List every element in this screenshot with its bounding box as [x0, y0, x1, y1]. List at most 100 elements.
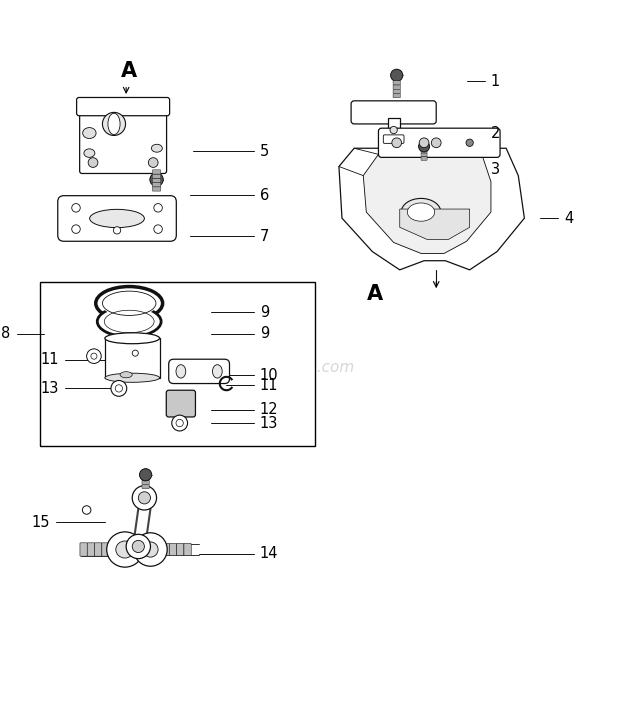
FancyBboxPatch shape — [383, 135, 404, 143]
Circle shape — [172, 415, 188, 431]
Circle shape — [132, 350, 138, 356]
FancyBboxPatch shape — [153, 183, 161, 187]
Ellipse shape — [407, 203, 435, 221]
Ellipse shape — [107, 532, 143, 567]
FancyBboxPatch shape — [94, 543, 102, 556]
Text: 4: 4 — [564, 211, 573, 226]
Text: 6: 6 — [260, 188, 269, 203]
Ellipse shape — [108, 113, 120, 135]
FancyBboxPatch shape — [58, 195, 176, 241]
FancyBboxPatch shape — [162, 543, 169, 556]
Circle shape — [82, 505, 91, 514]
Text: 11: 11 — [41, 352, 60, 367]
Text: 3: 3 — [491, 162, 500, 177]
Circle shape — [115, 384, 123, 392]
Ellipse shape — [90, 209, 144, 228]
Ellipse shape — [116, 541, 134, 558]
Circle shape — [418, 141, 430, 152]
FancyBboxPatch shape — [393, 90, 401, 94]
FancyBboxPatch shape — [153, 178, 161, 183]
FancyBboxPatch shape — [77, 97, 170, 116]
Ellipse shape — [102, 291, 156, 316]
FancyBboxPatch shape — [169, 359, 229, 384]
Bar — [40, 282, 314, 446]
Polygon shape — [339, 148, 525, 270]
FancyBboxPatch shape — [177, 543, 184, 556]
FancyBboxPatch shape — [378, 128, 500, 158]
Circle shape — [113, 227, 121, 234]
Ellipse shape — [102, 112, 125, 135]
Text: 9: 9 — [260, 326, 269, 342]
Text: 10: 10 — [260, 367, 278, 382]
Ellipse shape — [84, 149, 95, 158]
Text: 8: 8 — [1, 326, 11, 342]
Ellipse shape — [134, 533, 167, 566]
FancyBboxPatch shape — [142, 476, 149, 480]
FancyBboxPatch shape — [351, 101, 436, 124]
Text: 13: 13 — [260, 415, 278, 430]
Text: 15: 15 — [32, 515, 50, 530]
Circle shape — [391, 69, 403, 82]
FancyBboxPatch shape — [142, 480, 149, 485]
Ellipse shape — [105, 333, 159, 344]
Text: ReplacementParts.com: ReplacementParts.com — [177, 359, 355, 374]
Ellipse shape — [213, 364, 222, 378]
Circle shape — [140, 469, 152, 481]
Ellipse shape — [176, 364, 186, 378]
Text: 14: 14 — [260, 546, 278, 561]
Text: 9: 9 — [260, 305, 269, 320]
Ellipse shape — [120, 372, 132, 378]
Ellipse shape — [104, 310, 154, 333]
FancyBboxPatch shape — [153, 170, 161, 174]
FancyBboxPatch shape — [102, 543, 109, 556]
FancyBboxPatch shape — [109, 543, 117, 556]
Polygon shape — [400, 209, 470, 239]
Circle shape — [392, 138, 402, 147]
Text: 2: 2 — [491, 125, 500, 140]
Circle shape — [419, 138, 429, 147]
Circle shape — [88, 158, 98, 168]
Circle shape — [154, 203, 162, 212]
Text: 7: 7 — [260, 229, 269, 244]
Circle shape — [176, 420, 184, 427]
FancyBboxPatch shape — [153, 174, 161, 178]
Polygon shape — [363, 155, 491, 253]
Ellipse shape — [97, 306, 161, 337]
Circle shape — [111, 380, 126, 396]
FancyBboxPatch shape — [393, 81, 401, 85]
FancyBboxPatch shape — [153, 187, 161, 191]
FancyBboxPatch shape — [169, 543, 177, 556]
Ellipse shape — [82, 127, 96, 138]
Circle shape — [87, 349, 101, 364]
FancyBboxPatch shape — [87, 543, 94, 556]
FancyBboxPatch shape — [142, 485, 149, 489]
FancyBboxPatch shape — [184, 543, 191, 556]
Circle shape — [466, 139, 473, 147]
Circle shape — [132, 485, 157, 510]
Bar — [105, 338, 159, 378]
Text: 1: 1 — [491, 74, 500, 89]
Text: A: A — [368, 284, 384, 304]
Ellipse shape — [105, 373, 159, 382]
Ellipse shape — [95, 286, 162, 320]
Circle shape — [126, 534, 151, 558]
FancyBboxPatch shape — [80, 543, 87, 556]
Circle shape — [72, 203, 80, 212]
FancyBboxPatch shape — [421, 157, 427, 160]
FancyBboxPatch shape — [393, 85, 401, 90]
FancyBboxPatch shape — [421, 153, 427, 157]
Text: 5: 5 — [260, 144, 269, 159]
Circle shape — [91, 353, 97, 359]
Circle shape — [72, 225, 80, 233]
FancyBboxPatch shape — [79, 111, 167, 173]
Circle shape — [154, 225, 162, 233]
FancyBboxPatch shape — [166, 390, 195, 417]
Bar — [388, 118, 400, 139]
Text: A: A — [121, 61, 137, 81]
Ellipse shape — [151, 145, 162, 153]
FancyBboxPatch shape — [393, 94, 401, 98]
Text: 13: 13 — [41, 381, 60, 396]
Circle shape — [432, 138, 441, 147]
Circle shape — [390, 126, 397, 134]
Ellipse shape — [401, 198, 441, 226]
